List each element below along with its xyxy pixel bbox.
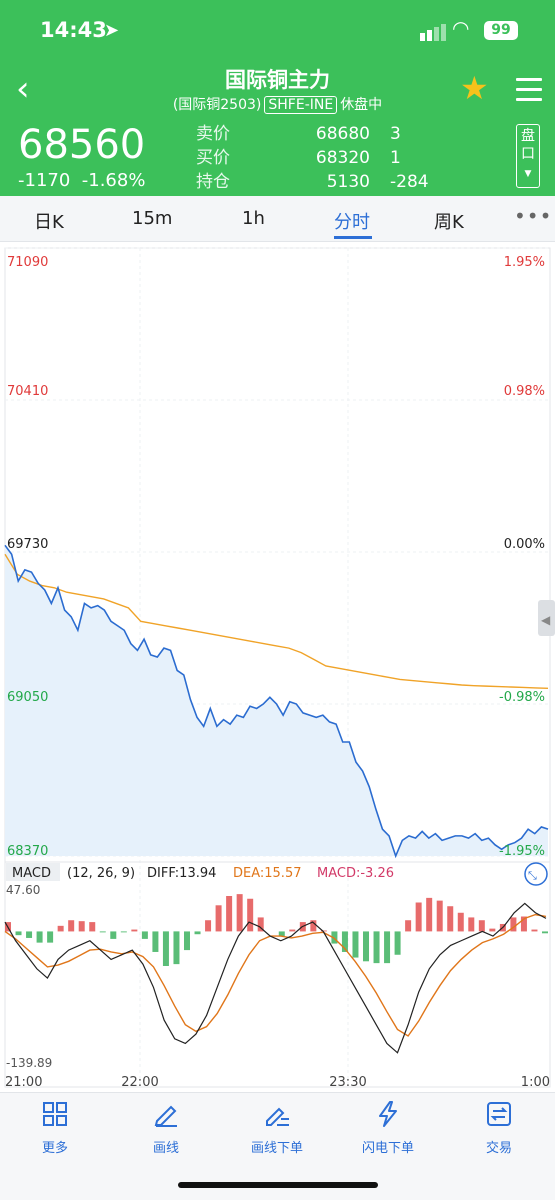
nav-lightning-order[interactable]: 闪电下单 (343, 1101, 433, 1156)
macd-dea: DEA:15.57 (233, 866, 302, 881)
nav-draw-order[interactable]: 画线下单 (232, 1101, 322, 1156)
macd-top-label: 47.60 (6, 883, 40, 897)
price-change: -1170 -1.68% (18, 170, 145, 191)
time-axis-label: 22:00 (121, 1075, 158, 1090)
contract-code: (国际铜2503) (172, 97, 262, 113)
session-status: 休盘中 (340, 97, 383, 113)
macd-bottom-label: -139.89 (6, 1056, 52, 1070)
macd-label-box (6, 863, 60, 881)
tab-weekly[interactable]: 周K (434, 212, 464, 233)
time-axis-label: 1:00 (521, 1075, 550, 1090)
price-area (5, 545, 548, 856)
last-price: 68560 (18, 122, 146, 168)
tab-intraday[interactable]: 分时 (334, 212, 370, 233)
bid-price: 68320 (315, 148, 370, 168)
pen-icon (154, 1105, 177, 1127)
quote-volumes: 3 1 -284 (390, 122, 429, 194)
quote-labels: 卖价 买价 持仓 (196, 122, 230, 194)
status-bar: 14:43 ➤ ◠ 99 (0, 0, 555, 60)
wifi-icon: ◠ (452, 16, 470, 40)
active-tab-indicator (334, 236, 372, 239)
location-arrow-icon: ➤ (104, 20, 120, 41)
macd-label: MACD (12, 866, 51, 881)
signal-icon (420, 22, 448, 41)
percent-axis-label: -1.95% (499, 844, 545, 859)
exchange-icon (487, 1102, 511, 1126)
tab-daily[interactable]: 日K (34, 212, 64, 233)
macd-histogram (5, 894, 548, 966)
price-axis-label: 69050 (7, 690, 48, 705)
tab-1h[interactable]: 1h (242, 208, 265, 229)
open-interest-change: -284 (390, 172, 429, 192)
nav-trade-label: 交易 (485, 1141, 512, 1156)
side-collapse-tab[interactable]: ◀ (538, 600, 555, 636)
caret-down-icon: ▼ (524, 169, 532, 179)
percent-axis-label: 1.95% (504, 255, 545, 270)
quote-header: ‹ 国际铜主力 (国际铜2503) SHFE-INE 休盘中 ★ 68560 -11… (0, 60, 555, 196)
back-chevron-icon[interactable]: ‹ (16, 69, 30, 109)
nav-draw[interactable]: 画线 (121, 1101, 211, 1156)
open-interest: 5130 (326, 172, 370, 192)
contract-info: (国际铜2503) SHFE-INE 休盘中 (0, 94, 555, 114)
nav-draw-label: 画线 (152, 1141, 179, 1156)
time-axis-label: 23:30 (329, 1075, 366, 1090)
pankou-button[interactable]: 盘口 ▼ (516, 124, 540, 188)
price-axis-label: 68370 (7, 844, 48, 859)
price-axis-label: 71090 (7, 255, 48, 270)
svg-text:⤡: ⤡ (528, 869, 537, 882)
status-time: 14:43 (40, 18, 107, 42)
price-axis-label: 70410 (7, 384, 48, 399)
nav-lightning-order-label: 闪电下单 (361, 1141, 414, 1156)
open-interest-label: 持仓 (196, 172, 230, 192)
intraday-chart[interactable]: 71090 70410 69730 69050 68370 1.95% 0.98% 0.00… (0, 242, 555, 1092)
ask-label: 卖价 (196, 124, 230, 144)
nav-trade[interactable]: 交易 (454, 1101, 544, 1156)
time-axis-label: 21:00 (5, 1075, 42, 1090)
dea-line (4, 913, 547, 1037)
change-value: -1170 (18, 170, 71, 191)
change-percent: -1.68% (81, 170, 146, 191)
more-icon[interactable]: ••• (514, 204, 553, 228)
nav-draw-order-label: 画线下单 (250, 1141, 303, 1156)
diff-line (4, 902, 547, 1054)
pankou-label: 盘口 (521, 128, 535, 162)
exchange-badge: SHFE-INE (264, 96, 338, 114)
expand-icon[interactable]: ⤡ (524, 862, 548, 886)
percent-axis-label: 0.00% (504, 537, 545, 552)
bid-label: 买价 (196, 148, 230, 168)
menu-icon[interactable] (516, 78, 542, 108)
nav-more-label: 更多 (41, 1141, 68, 1156)
grid-icon (43, 1102, 67, 1126)
macd-value: MACD:-3.26 (317, 866, 394, 881)
period-tabs: 日K 15m 1h 分时 周K ••• (0, 196, 555, 242)
favorite-star-icon[interactable]: ★ (460, 69, 489, 107)
macd-diff: DIFF:13.94 (147, 866, 216, 881)
battery-icon: 99 (484, 21, 518, 40)
home-indicator (178, 1182, 378, 1188)
quote-values: 68680 68320 5130 (300, 122, 370, 194)
bid-volume: 1 (390, 148, 401, 168)
ask-price: 68680 (315, 124, 370, 144)
tab-15m[interactable]: 15m (132, 208, 173, 229)
svg-text:◀: ◀ (541, 613, 551, 627)
price-line (4, 544, 549, 859)
page-title: 国际铜主力 (225, 68, 330, 92)
macd-params: (12, 26, 9) (67, 866, 135, 881)
percent-axis-label: -0.98% (499, 690, 545, 705)
price-axis-label: 69730 (7, 537, 48, 552)
nav-more[interactable]: 更多 (10, 1101, 100, 1156)
average-price-line (4, 553, 549, 690)
draw-order-icon (266, 1107, 289, 1126)
ask-volume: 3 (390, 124, 401, 144)
percent-axis-label: 0.98% (504, 384, 545, 399)
lightning-icon (379, 1101, 397, 1127)
